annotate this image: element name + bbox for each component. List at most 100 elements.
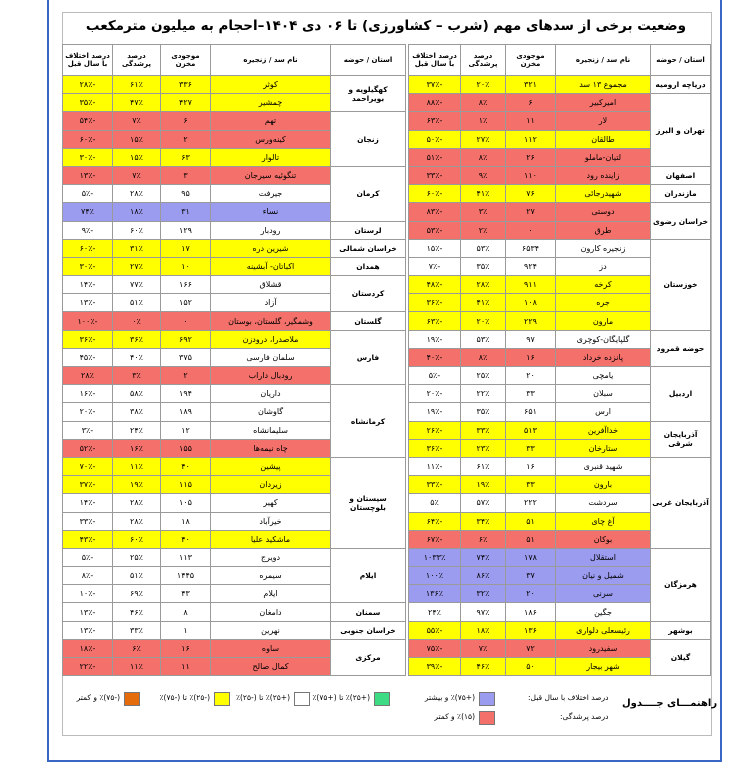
dam-name: پیشین xyxy=(210,456,331,477)
diff-percent: -۴۰٪ xyxy=(408,347,461,368)
reservoir-volume: ۲۶ xyxy=(505,147,556,167)
dam-row: زنجان تهم ۶ ۷٪ -۵۴٪ xyxy=(62,111,406,167)
reservoir-volume: ۱۶ xyxy=(505,456,556,477)
reservoir-volume: ۵۱ xyxy=(505,511,556,531)
dam-row: کردستان قشلاق ۱۶۶ ۷۷٪ -۱۴٪ xyxy=(62,275,406,313)
reservoir-volume: ۶۳ xyxy=(160,147,211,167)
fill-percent: ۱۸٪ xyxy=(460,620,506,640)
dam-name: رئیسعلی دلواری xyxy=(555,620,651,640)
dam-row: چاه نیمه‌ها ۱۵۵ ۱۶٪ -۵۲٪ xyxy=(62,438,406,458)
dam-name: کوثر xyxy=(210,74,331,95)
diff-percent: -۹٪ xyxy=(62,220,113,240)
dam-row: بوشهر رئیسعلی دلواری ۱۳۶ ۱۸٪ -۵۵٪ xyxy=(408,620,711,640)
dam-row: پانزده خرداد ۱۶ ۸٪ -۴۰٪ xyxy=(408,347,711,368)
dam-name: ساوه xyxy=(210,638,331,659)
diff-percent: -۶۳٪ xyxy=(408,111,461,131)
dam-name: پانزده خرداد xyxy=(555,347,651,368)
column-header: نام سد / زنجیره xyxy=(210,44,331,76)
fill-percent: ۷٪ xyxy=(112,111,161,131)
dam-row: ایلام دویرج ۱۱۳ ۲۵٪ -۵٪ xyxy=(62,547,406,604)
reservoir-volume: ۱۵۵ xyxy=(160,438,211,458)
dam-name: شمیل و نیان xyxy=(555,566,651,586)
diff-percent: -۳٪ xyxy=(62,420,113,440)
diff-percent: -۵۵٪ xyxy=(408,620,461,640)
reservoir-volume: ۱۳۶ xyxy=(505,620,556,640)
province: دریاچه ارومیه xyxy=(650,74,711,95)
dam-name: چمشیر xyxy=(210,93,331,113)
dam-table-left: استان / حوضه نام سد / زنجیره موجودی مخزن در… xyxy=(62,44,406,677)
column-header: درصد اختلاف با سال قبل xyxy=(62,44,113,76)
diff-percent: -۲۲٪ xyxy=(62,656,113,677)
reservoir-volume: ۶۵۱ xyxy=(505,402,556,422)
dam-name: رودبار xyxy=(210,220,331,240)
diff-percent: ۱۰۳۳٪ xyxy=(408,547,461,568)
diff-percent: -۵۱٪ xyxy=(408,147,461,167)
fill-percent: ۲۸٪ xyxy=(112,184,161,204)
dam-name: سفیدرود xyxy=(555,638,651,659)
reservoir-volume: ۲۲۹ xyxy=(505,311,556,331)
diff-percent: -۱۰۰٪ xyxy=(62,311,113,331)
reservoir-volume: ۶ xyxy=(505,93,556,113)
dam-row: نساء ۳۱ ۱۸٪ ۷۴٪ xyxy=(62,202,406,222)
fill-percent: ۷٪ xyxy=(112,165,161,186)
reservoir-volume: ۱۶۶ xyxy=(160,275,211,295)
dam-row: ستارخان ۳۳ ۲۳٪ -۳۶٪ xyxy=(408,438,711,458)
dam-row: شمیل و نیان ۳۷ ۸۶٪ ۱۰۰٪ xyxy=(408,566,711,586)
frame xyxy=(47,0,722,762)
dam-name: طرق xyxy=(555,220,651,240)
reservoir-volume: ۳۷ xyxy=(505,566,556,586)
fill-percent: ۳۵٪ xyxy=(460,256,506,277)
diff-percent: -۱۴٪ xyxy=(62,275,113,295)
dam-name: مجموع ۱۳ سد xyxy=(555,74,651,95)
dam-name: نساء xyxy=(210,202,331,222)
column-header: استان / حوضه xyxy=(330,44,406,76)
dam-name: سلمان فارسی xyxy=(210,347,331,368)
reservoir-volume: ۱۶ xyxy=(505,347,556,368)
fill-percent: ۲۸٪ xyxy=(112,511,161,531)
column-header: نام سد / زنجیره xyxy=(555,44,651,76)
fill-percent: ۳۳٪ xyxy=(460,420,506,440)
reservoir-volume: ۲۰ xyxy=(505,365,556,386)
fill-percent: ۴۱٪ xyxy=(460,184,506,204)
fill-percent: ۲۷٪ xyxy=(112,256,161,277)
reservoir-volume: ۱۸۶ xyxy=(505,602,556,622)
dam-name: سرنی xyxy=(555,584,651,604)
dam-name: ارس xyxy=(555,402,651,422)
reservoir-volume: ۲ xyxy=(160,129,211,149)
dam-name: مارون xyxy=(555,311,651,331)
dam-name: دویرج xyxy=(210,547,331,568)
province: کرمانشاه xyxy=(330,384,406,458)
province: لرستان xyxy=(330,220,406,240)
province: سیستان و بلوچستان xyxy=(330,456,406,549)
fill-percent: ۱۹٪ xyxy=(112,475,161,495)
reservoir-volume: ۰ xyxy=(160,311,211,331)
dam-row: سردشت ۲۲۲ ۵۷٪ ۵٪ xyxy=(408,493,711,513)
dam-name: کمال صالح xyxy=(210,656,331,677)
province: بوشهر xyxy=(650,620,711,640)
reservoir-volume: ۱۸ xyxy=(160,511,211,531)
column-header: درصد اختلاف با سال قبل xyxy=(408,44,461,76)
dam-name: داریان xyxy=(210,384,331,404)
reservoir-volume: ۳ xyxy=(160,165,211,186)
diff-percent: -۲۶٪ xyxy=(408,420,461,440)
diff-percent: -۶۴٪ xyxy=(408,511,461,531)
diff-percent: -۳۳٪ xyxy=(408,475,461,495)
dam-name: گاوشان xyxy=(210,402,331,422)
dam-name: لتیان-ماملو xyxy=(555,147,651,167)
legend-label: (۱۵)٪ و کمتر xyxy=(434,712,475,721)
fill-percent: ۲۸٪ xyxy=(112,493,161,513)
reservoir-volume: ۳۷۵ xyxy=(160,347,211,368)
diff-percent: -۲۸٪ xyxy=(62,74,113,95)
diff-percent: -۱۰٪ xyxy=(62,584,113,604)
dam-name: تنگوئیه سیرجان xyxy=(210,165,331,186)
province: مازندران xyxy=(650,184,711,204)
fill-percent: ۳۶٪ xyxy=(112,329,161,349)
diff-percent: -۸۸٪ xyxy=(408,93,461,113)
reservoir-volume: ۱۷ xyxy=(160,238,211,258)
province: خراسان رضوی xyxy=(650,202,711,240)
diff-percent: -۱۳٪ xyxy=(62,602,113,622)
dam-name: شهید قنبری xyxy=(555,456,651,477)
reservoir-volume: ۱۲ xyxy=(160,420,211,440)
fill-percent: ۱۵٪ xyxy=(112,129,161,149)
fill-percent: ۱۱٪ xyxy=(112,656,161,677)
